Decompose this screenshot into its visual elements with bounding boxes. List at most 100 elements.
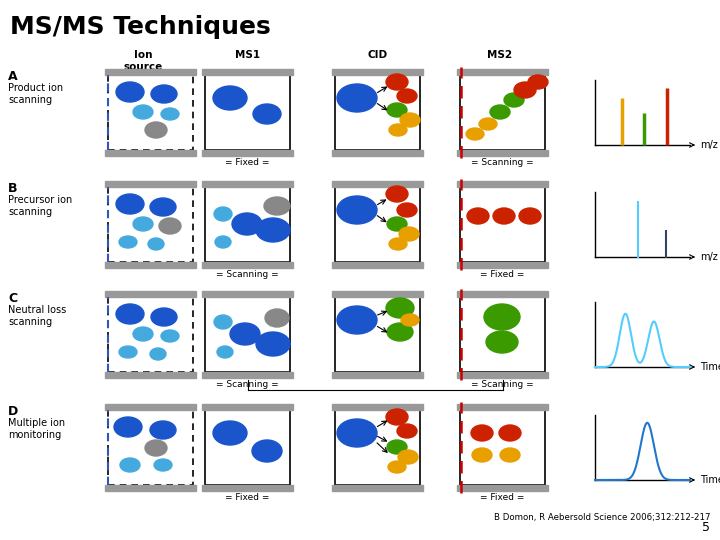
Ellipse shape [388,461,406,473]
Ellipse shape [397,89,417,103]
Bar [332,181,423,187]
Ellipse shape [389,124,407,136]
Ellipse shape [145,440,167,456]
Ellipse shape [214,207,232,221]
Ellipse shape [387,323,413,341]
Ellipse shape [133,327,153,341]
Bar [105,181,196,187]
Ellipse shape [337,196,377,224]
Text: = Fixed =: = Fixed = [480,493,525,502]
Ellipse shape [119,236,137,248]
Ellipse shape [472,448,492,462]
Ellipse shape [214,315,232,329]
Ellipse shape [386,409,408,425]
Bar [202,150,293,156]
Bar [108,75,193,150]
Ellipse shape [397,424,417,438]
Ellipse shape [253,104,281,124]
Ellipse shape [337,306,377,334]
Ellipse shape [215,236,231,248]
Bar [460,75,545,150]
Ellipse shape [148,238,164,250]
Ellipse shape [399,227,419,241]
Text: = Scanning =: = Scanning = [216,270,279,279]
Ellipse shape [504,93,524,107]
Text: Ion
source: Ion source [123,50,163,72]
Ellipse shape [133,105,153,119]
Bar [457,485,548,491]
Bar [202,404,293,410]
Text: Time: Time [700,362,720,372]
Ellipse shape [151,85,177,103]
Bar [457,404,548,410]
Text: Neutral loss
scanning: Neutral loss scanning [8,305,66,327]
Ellipse shape [116,304,144,324]
Text: = Fixed =: = Fixed = [225,158,270,167]
Ellipse shape [397,203,417,217]
Ellipse shape [161,108,179,120]
Bar [105,372,196,378]
Bar [332,262,423,268]
Bar [108,297,193,372]
Ellipse shape [400,113,420,127]
Bar [460,187,545,262]
Text: = Fixed =: = Fixed = [480,270,525,279]
Ellipse shape [213,421,247,445]
Text: CID: CID [368,50,388,60]
Bar [335,75,420,150]
Bar [457,291,548,297]
Bar [457,69,548,75]
Ellipse shape [471,425,493,441]
Bar [460,410,545,485]
Text: A: A [8,70,17,83]
Bar [457,150,548,156]
Bar [105,404,196,410]
Text: = Fixed =: = Fixed = [225,493,270,502]
Ellipse shape [256,332,290,356]
Bar [202,262,293,268]
Ellipse shape [398,450,418,464]
Ellipse shape [389,238,407,250]
Bar [202,291,293,297]
Bar [332,485,423,491]
Bar [202,485,293,491]
Bar [105,485,196,491]
Bar [205,410,290,485]
Ellipse shape [133,217,153,231]
Text: C: C [8,292,17,305]
Bar [105,262,196,268]
Text: m/z: m/z [700,140,718,150]
Ellipse shape [120,458,140,472]
Text: 5: 5 [702,521,710,534]
Text: Precursor ion
scanning: Precursor ion scanning [8,195,72,217]
Bar [332,291,423,297]
Ellipse shape [514,82,536,98]
Text: B Domon, R Aebersold Science 2006;312:212-217: B Domon, R Aebersold Science 2006;312:21… [493,513,710,522]
Ellipse shape [213,86,247,110]
Ellipse shape [265,309,289,327]
Ellipse shape [154,459,172,471]
Bar [202,181,293,187]
Ellipse shape [232,213,262,235]
Text: = Scanning =: = Scanning = [471,158,534,167]
Ellipse shape [114,417,142,437]
Bar [105,150,196,156]
Bar [205,297,290,372]
Ellipse shape [230,323,260,345]
Ellipse shape [151,308,177,326]
Ellipse shape [150,348,166,360]
Ellipse shape [519,208,541,224]
Ellipse shape [256,218,290,242]
Bar [108,410,193,485]
Ellipse shape [484,304,520,330]
Ellipse shape [387,103,407,117]
Ellipse shape [467,208,489,224]
Bar [108,187,193,262]
Ellipse shape [528,75,548,89]
Text: MS/MS Techniques: MS/MS Techniques [10,15,271,39]
Text: Multiple ion
monitoring: Multiple ion monitoring [8,418,65,440]
Bar [457,181,548,187]
Ellipse shape [150,198,176,216]
Bar [332,372,423,378]
Bar [460,297,545,372]
